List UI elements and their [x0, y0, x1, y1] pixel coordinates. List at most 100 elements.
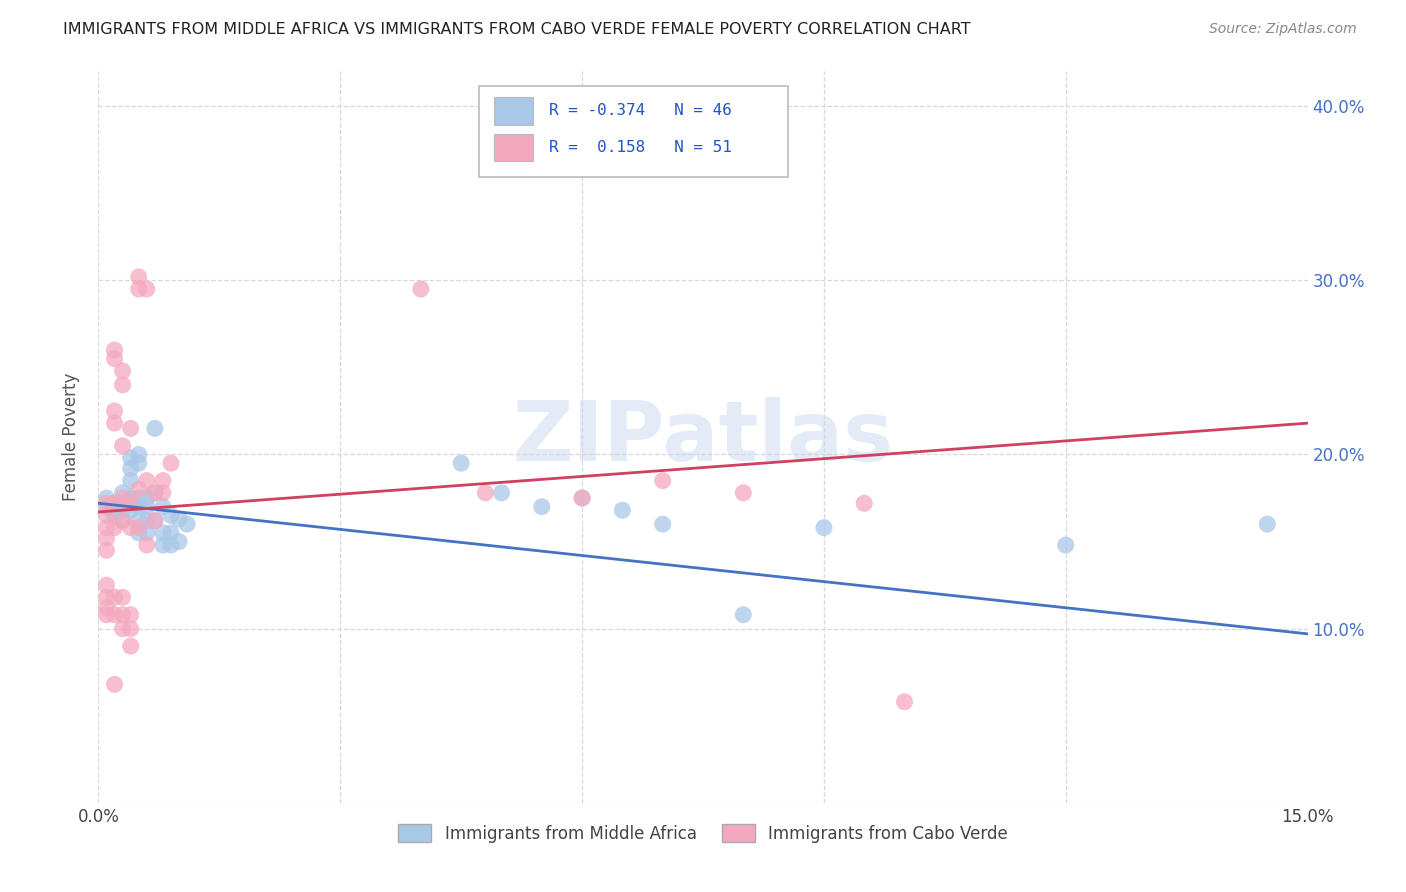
Point [651, 517, 673, 532]
Point [120, 496, 142, 510]
Point [143, 421, 166, 435]
Point [103, 343, 125, 357]
Point [612, 503, 634, 517]
Point [111, 496, 134, 510]
Text: R =  0.158   N = 51: R = 0.158 N = 51 [550, 140, 733, 155]
Point [103, 496, 125, 510]
Point [111, 503, 134, 517]
Point [160, 508, 183, 523]
Point [135, 491, 157, 505]
Point [128, 282, 150, 296]
Point [96, 543, 118, 558]
Point [152, 474, 174, 488]
Point [128, 491, 150, 505]
Point [152, 485, 174, 500]
Point [128, 500, 150, 514]
Point [103, 521, 125, 535]
Point [103, 496, 125, 510]
Legend: Immigrants from Middle Africa, Immigrants from Cabo Verde: Immigrants from Middle Africa, Immigrant… [391, 818, 1015, 849]
Point [96, 607, 118, 622]
Point [474, 485, 496, 500]
Point [103, 503, 125, 517]
Point [1054, 538, 1077, 552]
Point [96, 591, 118, 605]
Point [120, 622, 142, 636]
Point [96, 578, 118, 592]
Point [135, 538, 157, 552]
Point [128, 525, 150, 540]
Point [111, 514, 134, 528]
Point [143, 485, 166, 500]
Point [135, 282, 157, 296]
Point [152, 538, 174, 552]
Point [96, 491, 118, 505]
Point [111, 485, 134, 500]
Point [103, 591, 125, 605]
Point [103, 404, 125, 418]
Point [96, 531, 118, 545]
Point [152, 500, 174, 514]
Text: R = -0.374   N = 46: R = -0.374 N = 46 [550, 103, 733, 119]
Point [167, 534, 190, 549]
Point [143, 485, 166, 500]
Point [176, 517, 198, 532]
Point [128, 483, 150, 497]
Point [111, 364, 134, 378]
Point [103, 508, 125, 523]
Point [733, 485, 755, 500]
Point [103, 351, 125, 366]
Point [111, 514, 134, 528]
Point [160, 456, 183, 470]
Point [128, 448, 150, 462]
Point [128, 269, 150, 284]
Point [120, 491, 142, 505]
Point [96, 521, 118, 535]
Point [128, 521, 150, 535]
Point [491, 485, 513, 500]
Point [135, 474, 157, 488]
Point [143, 514, 166, 528]
Point [120, 521, 142, 535]
Point [571, 491, 593, 505]
Point [733, 607, 755, 622]
Point [160, 538, 183, 552]
Point [1256, 517, 1278, 532]
Bar [494, 97, 533, 125]
Text: Source: ZipAtlas.com: Source: ZipAtlas.com [1209, 22, 1357, 37]
Point [530, 500, 553, 514]
Point [450, 456, 472, 470]
Bar [494, 134, 533, 161]
Point [120, 503, 142, 517]
Point [143, 514, 166, 528]
Point [111, 439, 134, 453]
Point [111, 607, 134, 622]
Point [103, 677, 125, 691]
FancyBboxPatch shape [479, 86, 787, 178]
Text: IMMIGRANTS FROM MIDDLE AFRICA VS IMMIGRANTS FROM CABO VERDE FEMALE POVERTY CORRE: IMMIGRANTS FROM MIDDLE AFRICA VS IMMIGRA… [63, 22, 972, 37]
Point [135, 525, 157, 540]
Point [111, 491, 134, 505]
Point [128, 456, 150, 470]
Y-axis label: Female Poverty: Female Poverty [62, 373, 80, 501]
Point [96, 496, 118, 510]
Point [96, 508, 118, 523]
Text: ZIPatlas: ZIPatlas [513, 397, 893, 477]
Point [120, 450, 142, 465]
Point [111, 591, 134, 605]
Point [96, 500, 118, 514]
Point [120, 474, 142, 488]
Point [160, 525, 183, 540]
Point [96, 600, 118, 615]
Point [103, 607, 125, 622]
Point [128, 514, 150, 528]
Point [120, 607, 142, 622]
Point [167, 512, 190, 526]
Point [120, 461, 142, 475]
Point [135, 500, 157, 514]
Point [120, 421, 142, 435]
Point [120, 639, 142, 653]
Point [813, 521, 835, 535]
Point [135, 514, 157, 528]
Point [651, 474, 673, 488]
Point [111, 377, 134, 392]
